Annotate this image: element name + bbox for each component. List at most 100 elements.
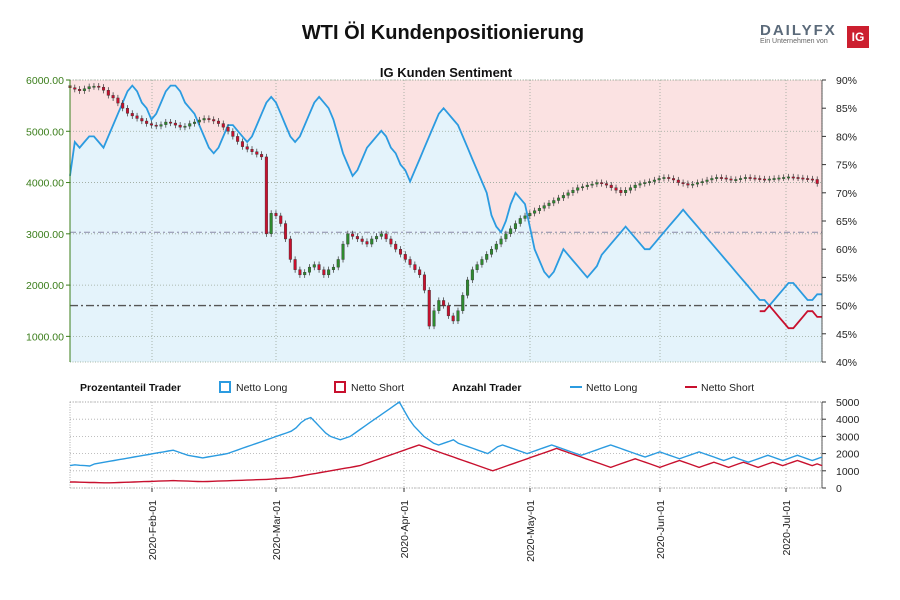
price-candle	[384, 233, 388, 240]
price-candle	[604, 183, 608, 186]
price-candle	[303, 272, 307, 276]
price-candle	[111, 95, 115, 99]
price-candle	[331, 266, 335, 270]
net-short-sentiment-line	[759, 304, 822, 330]
price-candle	[398, 248, 403, 255]
price-candle	[78, 89, 82, 91]
price-candle	[408, 259, 412, 265]
price-candle	[375, 236, 379, 240]
price-candle	[140, 118, 144, 122]
price-candle	[815, 179, 819, 184]
price-candle	[681, 182, 685, 184]
percent-axis-tick-label: 60%	[836, 244, 857, 256]
price-candle	[106, 90, 110, 96]
price-candle	[786, 176, 790, 179]
price-candle	[595, 182, 599, 185]
price-candle	[456, 310, 460, 322]
legend-count-long-label: Netto Long	[586, 382, 638, 394]
legend-header-count: Anzahl Trader	[452, 382, 521, 394]
price-candle	[729, 178, 733, 181]
price-candle	[154, 124, 158, 127]
price-candle	[164, 121, 168, 125]
price-candle	[777, 177, 781, 180]
price-candle	[638, 183, 642, 186]
price-candle	[581, 186, 585, 189]
price-candle	[470, 269, 474, 281]
price-candle	[293, 259, 297, 270]
price-candle	[135, 115, 139, 119]
price-candle	[753, 177, 757, 180]
legend-count-short-label: Netto Short	[701, 382, 754, 394]
price-candle	[537, 207, 541, 211]
price-candle	[437, 300, 441, 311]
count-axis-tick-label: 0	[836, 483, 842, 495]
price-candle	[298, 269, 302, 276]
price-candle	[518, 218, 522, 224]
price-candle	[442, 300, 446, 306]
price-candle	[327, 269, 331, 276]
price-candle	[652, 179, 656, 182]
price-candle	[197, 119, 201, 123]
price-candle	[619, 190, 623, 193]
price-candle	[782, 177, 786, 179]
price-candle	[245, 146, 249, 150]
x-axis-tick-label: 2020-Mar-01	[271, 500, 283, 560]
price-candle	[571, 190, 575, 193]
price-candle	[351, 233, 355, 237]
price-candle	[226, 126, 230, 132]
price-candle	[360, 238, 364, 242]
percent-axis-tick-label: 50%	[836, 301, 857, 313]
price-candle	[169, 121, 173, 124]
price-candle	[312, 264, 316, 268]
price-candle	[513, 223, 517, 229]
price-candle	[614, 187, 618, 191]
price-candle	[676, 179, 680, 183]
legend-header-percent: Prozentanteil Trader	[80, 382, 181, 394]
price-candle	[250, 149, 254, 152]
price-candle	[528, 213, 532, 217]
price-candle	[724, 177, 728, 180]
percent-axis-tick-label: 85%	[836, 103, 857, 115]
price-candle	[284, 223, 288, 240]
price-candle	[609, 184, 613, 188]
price-candle	[207, 118, 211, 120]
price-candle	[121, 102, 125, 109]
price-candle	[322, 269, 326, 276]
price-candle	[585, 184, 589, 187]
price-candle	[643, 182, 647, 184]
price-candle	[240, 141, 244, 147]
legend-short-box-icon	[334, 381, 346, 393]
price-candle	[566, 192, 570, 196]
price-candle	[149, 123, 153, 126]
price-candle	[274, 213, 278, 217]
price-candle	[806, 178, 810, 180]
price-candle	[547, 202, 551, 206]
price-candle	[255, 151, 259, 155]
price-candle	[734, 179, 738, 181]
price-candle	[791, 176, 795, 179]
price-candle	[394, 243, 398, 250]
price-candle	[691, 183, 695, 186]
price-candle	[188, 123, 192, 127]
brand-subtitle: Ein Unternehmen von	[760, 38, 828, 45]
brand-name: DAILYFX	[760, 22, 837, 39]
price-candle	[216, 120, 220, 124]
price-axis-tick-label: 2000.00	[26, 280, 64, 292]
percent-axis-tick-label: 55%	[836, 272, 857, 284]
price-candle	[705, 179, 709, 182]
x-axis-tick-label: 2020-Jul-01	[781, 500, 793, 556]
price-candle	[125, 107, 129, 114]
price-candle	[533, 210, 537, 214]
count-plot-frame	[69, 401, 823, 489]
page-title: WTI Öl Kundenpositionierung	[301, 22, 585, 44]
percent-axis-tick-label: 90%	[836, 75, 857, 87]
price-candle	[92, 85, 96, 88]
price-candle	[624, 190, 628, 193]
trader-count-short-line	[70, 444, 823, 484]
price-candle	[102, 86, 106, 91]
count-axis-tick-label: 1000	[836, 466, 860, 478]
price-candle	[193, 121, 197, 124]
price-candle	[87, 86, 91, 89]
price-candle	[236, 136, 240, 142]
